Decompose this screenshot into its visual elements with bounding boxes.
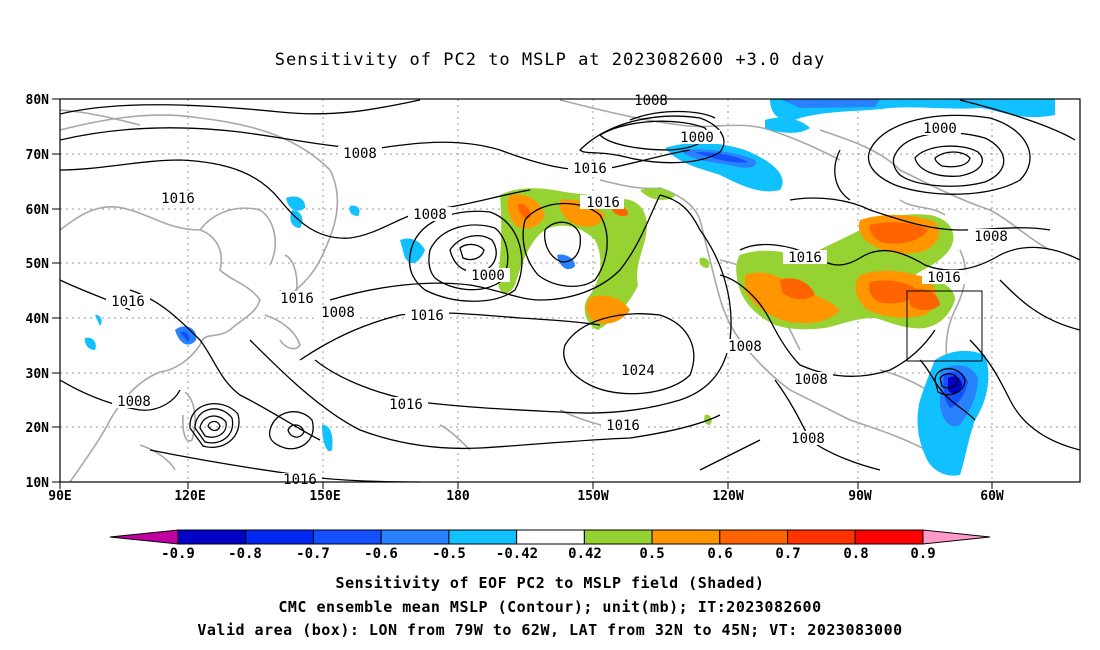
colorbar-segment: [245, 529, 314, 545]
contour-label: 1016: [280, 291, 314, 307]
contour-label: 1016: [788, 250, 822, 266]
colorbar-tick: -0.5: [432, 546, 466, 562]
colorbar-segment: [448, 529, 518, 545]
contour-label: 1016: [586, 195, 620, 211]
caption-shading: Sensitivity of EOF PC2 to MSLP field (Sh…: [335, 574, 765, 592]
colorbar-tick: 0.7: [775, 546, 800, 562]
lon-label: 60W: [980, 489, 1004, 504]
colorbar-tick: -0.42: [496, 546, 538, 562]
colorbar-segment: [177, 529, 247, 545]
contour-label: 1016: [410, 308, 444, 324]
colorbar-tick: 0.42: [568, 546, 602, 562]
lon-label: 90W: [848, 489, 872, 504]
contour-label: 1016: [927, 270, 961, 286]
colorbar-tick: -0.7: [296, 546, 330, 562]
contour-label: 1008: [343, 146, 377, 162]
colorbar-segment: [854, 529, 924, 545]
contour-label: 1008: [728, 339, 762, 355]
contour-label: 1008: [413, 207, 447, 223]
colorbar-segment: [719, 529, 789, 545]
lon-label: 150W: [577, 489, 608, 504]
longitude-labels: 90E 120E 150E 180 150W 120W 90W 60W: [48, 489, 1004, 504]
lat-label: 10N: [26, 476, 50, 491]
colorbar-tick: 0.8: [843, 546, 868, 562]
colorbar-tick: 0.6: [707, 546, 732, 562]
colorbar-segment: [583, 529, 653, 545]
contour-label: 1016: [283, 472, 317, 488]
colorbar-tick: 0.9: [910, 546, 935, 562]
colorbar: [109, 529, 991, 545]
contour-label: 1016: [161, 191, 195, 207]
contour-label: 1000: [680, 130, 714, 146]
colorbar-segment: [380, 529, 450, 545]
lat-label: 30N: [26, 367, 50, 382]
map-frame: [59, 98, 1081, 483]
positive-sensitivity-shading: [498, 188, 955, 425]
colorbar-segment: [922, 529, 991, 545]
contour-label: 1000: [923, 121, 957, 137]
lon-label: 180: [446, 489, 470, 504]
colorbar-tick: 0.5: [639, 546, 664, 562]
contour-label: 1008: [974, 229, 1008, 245]
contour-label: 1016: [111, 294, 145, 310]
colorbar-segment: [312, 529, 382, 545]
contour-label: 1008: [634, 93, 668, 109]
lon-label: 120W: [712, 489, 743, 504]
lat-label: 80N: [26, 93, 50, 108]
contour-label: 1008: [791, 431, 825, 447]
lon-label: 90E: [48, 489, 71, 504]
contour-label: 1016: [573, 161, 607, 177]
colorbar-segment: [516, 529, 585, 545]
lat-label: 70N: [26, 148, 50, 163]
map-title: Sensitivity of PC2 to MSLP at 2023082600…: [274, 50, 826, 70]
lon-label: 150E: [309, 489, 340, 504]
valid-area-box: [906, 290, 983, 362]
lat-label: 60N: [26, 203, 50, 218]
contour-label: 1008: [321, 305, 355, 321]
lat-label: 50N: [26, 257, 50, 272]
grid-lines: [60, 99, 1080, 482]
lat-label: 40N: [26, 312, 50, 327]
contour-label: 1000: [471, 268, 505, 284]
caption-valid-area: Valid area (box): LON from 79W to 62W, L…: [197, 621, 903, 639]
colorbar-tick: -0.6: [364, 546, 398, 562]
colorbar-segment: [109, 529, 179, 545]
contour-value-labels: 1008 1000 1000 1008 1016 1016 1016 1008 …: [111, 93, 1008, 488]
contour-label: 1016: [389, 397, 423, 413]
contour-label: 1008: [794, 372, 828, 388]
caption-contour: CMC ensemble mean MSLP (Contour); unit(m…: [278, 598, 822, 616]
colorbar-tick: -0.8: [228, 546, 262, 562]
latitude-labels: 80N 70N 60N 50N 40N 30N 20N 10N: [26, 93, 50, 491]
contour-label: 1008: [117, 394, 151, 410]
colorbar-tick: -0.9: [161, 546, 195, 562]
contour-label: 1024: [621, 363, 655, 379]
colorbar-segment: [787, 529, 856, 545]
axis-ticks: [52, 98, 993, 489]
contour-label: 1016: [606, 418, 640, 434]
colorbar-tick-labels: -0.9 -0.8 -0.7 -0.6 -0.5 -0.42 0.42 0.5 …: [161, 546, 936, 562]
lat-label: 20N: [26, 421, 50, 436]
colorbar-segment: [651, 529, 721, 545]
lon-label: 120E: [174, 489, 205, 504]
